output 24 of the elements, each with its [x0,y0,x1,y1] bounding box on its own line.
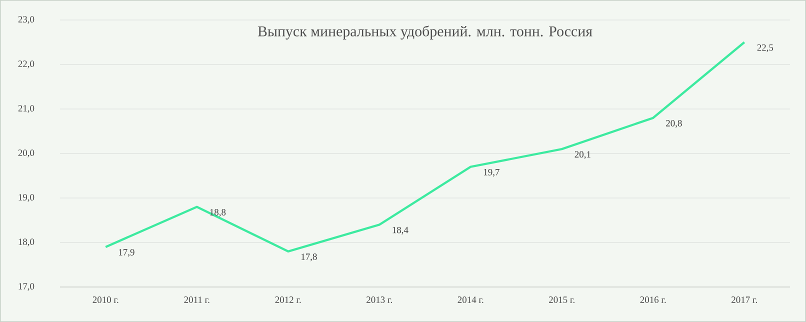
data-label: 20,8 [666,120,682,128]
x-tick-label: 2017 г. [732,296,758,303]
y-tick-label: 20,0 [18,150,34,158]
x-tick-label: 2011 г. [184,296,210,303]
data-label: 22,5 [757,44,774,52]
y-tick-label: 17,0 [18,283,34,291]
data-label: 18,4 [392,226,408,235]
data-label: 18,8 [210,209,226,217]
x-tick-label: 2014 г. [458,296,484,303]
y-tick-label: 23,0 [18,16,34,24]
chart-title: Выпуск минеральных удобрений. млн. тонн. Россия [258,26,592,40]
data-label: 20,1 [574,151,590,159]
x-tick-label: 2012 г. [275,296,301,303]
y-tick-label: 19,0 [18,194,34,202]
y-tick-label: 22,0 [18,60,34,68]
data-label: 19,7 [484,168,500,177]
y-tick-label: 18,0 [18,238,34,246]
x-tick-label: 2016 г. [640,296,666,303]
x-tick-label: 2013 г. [366,296,392,303]
data-label: 17,8 [301,254,317,262]
x-tick-label: 2010 г. [92,296,118,303]
y-tick-label: 21,0 [18,105,34,113]
x-tick-label: 2015 г. [549,296,575,303]
data-label: 17,9 [118,249,134,257]
